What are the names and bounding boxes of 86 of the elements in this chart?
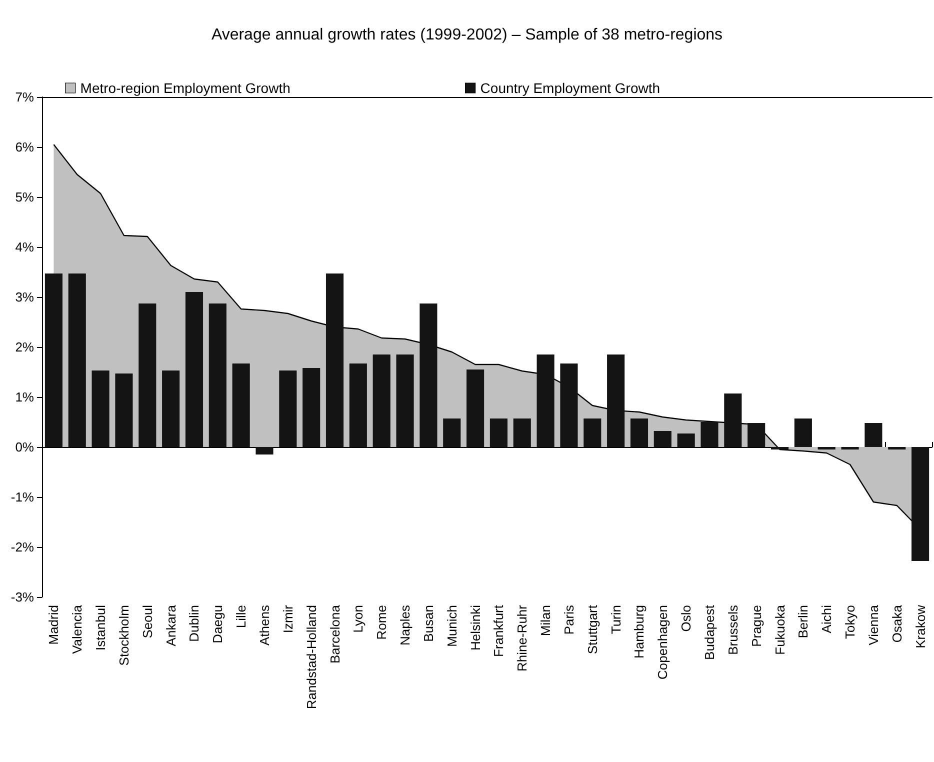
y-tick-label: 2% — [15, 340, 34, 354]
x-tick-label: Stockholm — [116, 605, 132, 666]
bar — [326, 274, 344, 447]
y-tick-label: -2% — [10, 540, 34, 554]
bar — [68, 274, 86, 447]
x-tick-label: Copenhagen — [655, 605, 670, 680]
x-tick-label: Helsinki — [468, 604, 483, 651]
bar — [256, 447, 274, 454]
bar — [162, 370, 180, 447]
x-tick-label: Turin — [608, 605, 624, 634]
y-tick-label: 0% — [15, 440, 34, 454]
bar — [466, 370, 484, 447]
x-tick-label: Randstad-Holland — [304, 605, 319, 710]
x-tick-label: Rome — [374, 605, 390, 640]
bar — [677, 434, 695, 447]
x-tick-label: Busan — [420, 605, 436, 642]
bar — [536, 354, 554, 447]
x-tick-label: Budapest — [702, 604, 717, 660]
x-tick-label: Fukuoka — [772, 604, 788, 655]
y-tick-label: -1% — [10, 490, 34, 504]
x-tick-label: Istanbul — [93, 604, 108, 651]
legend-label: Country Employment Growth — [480, 80, 660, 96]
x-tick-label: Berlin — [796, 605, 811, 638]
y-tick-label: 7% — [15, 90, 34, 104]
x-tick-label: Dublin — [186, 605, 202, 642]
x-tick-label: Prague — [748, 605, 764, 647]
y-tick-label: -3% — [10, 590, 34, 604]
bar — [560, 364, 578, 447]
bar — [584, 418, 602, 447]
x-tick-label: Osaka — [889, 604, 904, 643]
bar — [700, 422, 718, 447]
bar — [864, 423, 882, 447]
x-tick-label: Seoul — [140, 604, 155, 638]
bar — [794, 418, 812, 447]
x-tick-label: Paris — [561, 604, 576, 635]
x-tick-label: Izmir — [280, 604, 296, 634]
x-tick-label: Brussels — [725, 604, 740, 655]
bar — [138, 304, 156, 447]
x-tick-label: Frankfurt — [491, 604, 506, 658]
x-tick-label: Lille — [234, 605, 249, 628]
x-tick-label: Munich — [444, 605, 460, 647]
bar — [279, 370, 297, 447]
y-tick-label: 3% — [15, 290, 34, 304]
bar — [372, 354, 390, 447]
bar — [92, 370, 110, 447]
bar — [420, 304, 438, 447]
x-tick-label: Tokyo — [842, 605, 858, 639]
bar — [185, 292, 204, 447]
bar — [912, 447, 930, 561]
x-tick-label: Milan — [538, 605, 554, 636]
x-tick-label: Athens — [257, 604, 272, 646]
x-tick-label: Rhine-Ruhr — [514, 604, 530, 672]
bar — [443, 418, 461, 447]
bar — [724, 394, 742, 447]
bar — [513, 418, 531, 447]
bar — [349, 364, 367, 447]
chart-title: Average annual growth rates (1999-2002) – Sample of 38 metro-regions — [211, 26, 723, 44]
x-tick-label: Aichi — [819, 604, 834, 634]
y-tick-label: 6% — [15, 140, 34, 154]
bar — [630, 418, 648, 447]
x-tick-label: Krakow — [912, 604, 928, 648]
bar — [115, 374, 133, 447]
bar — [232, 364, 250, 447]
bar — [302, 368, 320, 447]
x-tick-label: Madrid — [46, 605, 62, 645]
bar — [748, 423, 766, 447]
x-tick-label: Daegu — [210, 605, 226, 644]
y-tick-label: 1% — [15, 390, 34, 404]
y-tick-label: 4% — [15, 240, 34, 254]
x-tick-label: Barcelona — [327, 604, 342, 664]
x-tick-label: Valencia — [70, 604, 85, 654]
x-tick-label: Ankara — [163, 604, 178, 646]
bar — [44, 274, 62, 447]
y-tick-label: 5% — [15, 190, 34, 204]
x-tick-label: Vienna — [866, 604, 881, 646]
bar — [654, 431, 672, 447]
x-tick-label: Oslo — [678, 605, 694, 632]
x-tick-label: Lyon — [350, 605, 366, 633]
legend-label: Metro-region Employment Growth — [80, 80, 290, 96]
bar — [396, 354, 414, 447]
bar — [490, 418, 508, 447]
bar — [208, 304, 226, 447]
bar — [607, 354, 625, 447]
x-tick-label: Stuttgart — [584, 604, 600, 654]
x-tick-label: Naples — [398, 604, 413, 646]
x-tick-label: Hamburg — [632, 605, 647, 658]
